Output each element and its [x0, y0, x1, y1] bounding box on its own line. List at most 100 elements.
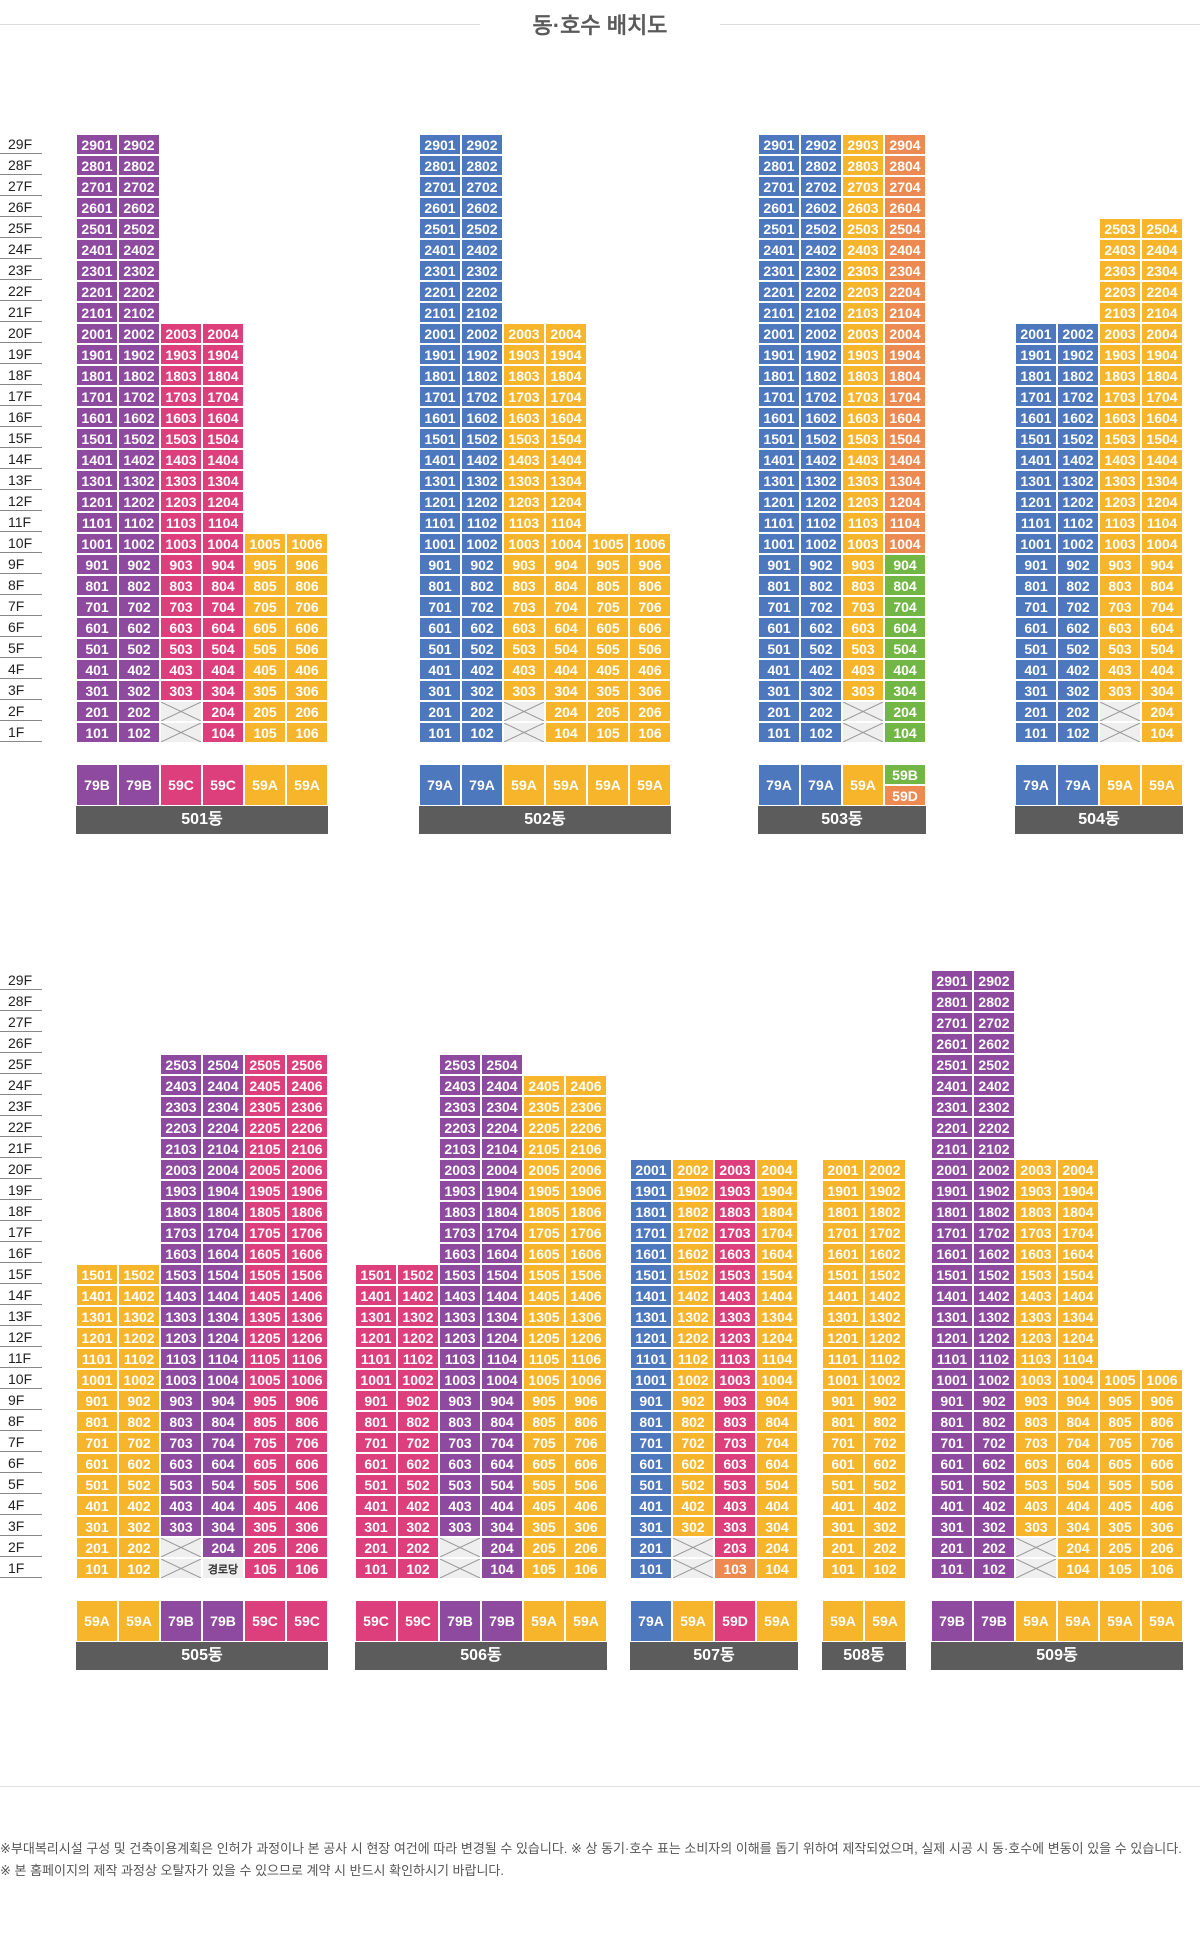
- unit-cell: 404: [481, 1495, 523, 1516]
- unit-cell: 1002: [118, 1369, 160, 1390]
- unit-cell: 1402: [800, 449, 842, 470]
- unit-cell: 1906: [565, 1180, 607, 1201]
- unit-cell: 2304: [202, 1096, 244, 1117]
- unit-cell: 2403: [439, 1075, 481, 1096]
- unit-cell: 902: [864, 1390, 906, 1411]
- building-name: 501동: [76, 806, 328, 834]
- unit-cell: 1102: [1057, 512, 1099, 533]
- unit-cell: 1006: [629, 533, 671, 554]
- unit-cell: 1704: [1057, 1222, 1099, 1243]
- unit-cell: 2303: [160, 1096, 202, 1117]
- unit-cell: 105: [244, 722, 286, 743]
- unit-cell: 1703: [842, 386, 884, 407]
- unit-cell: 1902: [973, 1180, 1015, 1201]
- unit-cell: 1804: [481, 1201, 523, 1222]
- unit-cell: 401: [76, 659, 118, 680]
- unit-cell: 905: [244, 1390, 286, 1411]
- unit-cell: 402: [118, 659, 160, 680]
- unit-cell: 401: [822, 1495, 864, 1516]
- unit-cell: 503: [714, 1474, 756, 1495]
- unit-type-label: 59A: [523, 1600, 565, 1642]
- unit-cell: 101: [355, 1558, 397, 1579]
- unit-cell: 602: [397, 1453, 439, 1474]
- unit-cell: 1304: [756, 1306, 798, 1327]
- unit-cell: 2603: [842, 197, 884, 218]
- unit-cell: 1902: [118, 344, 160, 365]
- unit-cell: 1703: [160, 1222, 202, 1243]
- unit-cell: 401: [931, 1495, 973, 1516]
- unit-cell: 804: [202, 1411, 244, 1432]
- unit-cell: 2403: [842, 239, 884, 260]
- unit-cell: 2004: [1141, 323, 1183, 344]
- unit-cell: 402: [800, 659, 842, 680]
- unit-cell: 102: [118, 1558, 160, 1579]
- unit-cell: 902: [800, 554, 842, 575]
- floor-label: 17F: [0, 1222, 42, 1242]
- unit-cell: 2602: [800, 197, 842, 218]
- unit-cell: 1303: [160, 470, 202, 491]
- unit-type-label: 79A: [461, 764, 503, 806]
- unit-cell: 1703: [439, 1222, 481, 1243]
- unit-cell: 804: [481, 1411, 523, 1432]
- unit-cell: 1602: [1057, 407, 1099, 428]
- unit-cell: 903: [714, 1390, 756, 1411]
- unit-cell: 1501: [758, 428, 800, 449]
- unit-cell: 1104: [202, 1348, 244, 1369]
- unit-cell: 1201: [419, 491, 461, 512]
- unit-cell: 1801: [76, 365, 118, 386]
- unit-cell: 706: [1141, 1432, 1183, 1453]
- unit-cell: 2502: [800, 218, 842, 239]
- unit-cell: 1602: [973, 1243, 1015, 1264]
- unit-type-label: 59A: [76, 1600, 118, 1642]
- unit-cell: 301: [931, 1516, 973, 1537]
- unit-cell: 301: [822, 1516, 864, 1537]
- unit-cell: 401: [758, 659, 800, 680]
- unit-cell: 1902: [672, 1180, 714, 1201]
- unit-cell: 801: [76, 575, 118, 596]
- unit-cell: 701: [1015, 596, 1057, 617]
- unit-cell: 1204: [884, 491, 926, 512]
- unit-cell: 406: [286, 659, 328, 680]
- unit-cell: 1205: [523, 1327, 565, 1348]
- unit-cell: 1004: [202, 1369, 244, 1390]
- unit-cell: 2702: [800, 176, 842, 197]
- unit-cell: 1603: [842, 407, 884, 428]
- floor-label: 5F: [0, 1474, 42, 1494]
- unit-cell: 1601: [1015, 407, 1057, 428]
- unit-cell: 1403: [714, 1285, 756, 1306]
- unit-cell: 1304: [1141, 470, 1183, 491]
- unit-cell: 902: [118, 1390, 160, 1411]
- unit-cell: 101: [931, 1558, 973, 1579]
- floor-label: 18F: [0, 365, 42, 385]
- unit-cell: 1504: [545, 428, 587, 449]
- unit-cell: 303: [439, 1516, 481, 1537]
- floor-label: 27F: [0, 1012, 42, 1032]
- unit-cell: 2801: [758, 155, 800, 176]
- unit-cell: 1704: [202, 386, 244, 407]
- unit-cell: 1403: [160, 1285, 202, 1306]
- unit-cell: 401: [355, 1495, 397, 1516]
- unit-cell: 301: [355, 1516, 397, 1537]
- unit-cell: 1004: [481, 1369, 523, 1390]
- unit-cell: 1101: [931, 1348, 973, 1369]
- unit-cell: 104: [1057, 1558, 1099, 1579]
- unit-cell: 1804: [545, 365, 587, 386]
- unit-cell: 604: [481, 1453, 523, 1474]
- floor-label: 8F: [0, 575, 42, 595]
- unit-cell: 1405: [523, 1285, 565, 1306]
- unit-cell: 2401: [931, 1075, 973, 1096]
- unit-cell: 906: [1141, 1390, 1183, 1411]
- unit-cell: 2902: [118, 134, 160, 155]
- floor-label: 26F: [0, 1033, 42, 1053]
- unit-cell: 1002: [672, 1369, 714, 1390]
- building-name: 502동: [419, 806, 671, 834]
- unit-cell: 2003: [1099, 323, 1141, 344]
- unit-cell: 1102: [397, 1348, 439, 1369]
- unit-cell: 1301: [76, 470, 118, 491]
- unit-cell: 1901: [758, 344, 800, 365]
- unit-cell: 1702: [973, 1222, 1015, 1243]
- unit-cell: 2101: [419, 302, 461, 323]
- unit-type-label: 59C: [160, 764, 202, 806]
- unit-cell: 2205: [523, 1117, 565, 1138]
- unit-cell: 2404: [481, 1075, 523, 1096]
